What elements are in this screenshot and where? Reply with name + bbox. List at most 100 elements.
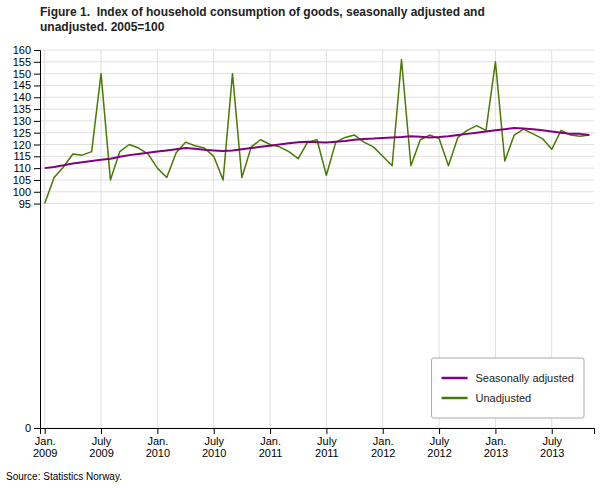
y-tick-mark — [34, 121, 40, 122]
grid-line-x — [382, 50, 383, 428]
x-tick-label-line: July — [542, 435, 562, 447]
legend-label: Seasonally adjusted — [476, 372, 574, 384]
grid-line-y — [40, 168, 594, 169]
y-tick-label: 155 — [13, 56, 31, 68]
grid-line-y — [40, 132, 594, 133]
chart-title-line: Figure 1. Index of household consumption… — [40, 5, 485, 19]
x-tick-label: Jan.2013 — [484, 435, 508, 460]
x-tick: July2010 — [202, 428, 226, 459]
y-tick-label: 125 — [13, 127, 31, 139]
grid-line-y — [40, 179, 594, 180]
x-tick-label: July2010 — [202, 435, 226, 460]
x-tick-label-line: Jan. — [147, 435, 168, 447]
x-tick-label-line: 2011 — [315, 447, 339, 459]
x-tick-label-line: 2011 — [259, 447, 283, 459]
grid-line-y — [40, 61, 594, 62]
series-line — [45, 59, 590, 203]
y-tick-label: 95 — [19, 198, 31, 210]
y-tick: 150 — [13, 68, 40, 80]
x-tick-mark — [326, 428, 327, 434]
y-tick-mark — [34, 192, 40, 193]
legend-swatch — [442, 397, 468, 400]
grid-line-y — [40, 191, 594, 192]
y-tick-mark — [34, 50, 40, 51]
chart-container: Figure 1. Index of household consumption… — [0, 0, 610, 488]
x-tick-label: July2013 — [540, 435, 564, 460]
y-tick: 100 — [13, 186, 40, 198]
x-tick: July2012 — [427, 428, 451, 459]
y-axis: 0951001051101151201251301351401451501551… — [13, 44, 41, 434]
grid-line-y — [40, 109, 594, 110]
y-tick-label: 105 — [13, 174, 31, 186]
grid-line-x — [44, 50, 45, 428]
x-tick-mark — [552, 428, 553, 434]
y-tick: 160 — [13, 44, 40, 56]
plot-area: 0951001051101151201251301351401451501551… — [13, 44, 595, 459]
y-tick: 130 — [13, 115, 40, 127]
y-tick: 110 — [13, 162, 40, 174]
x-tick-label-line: 2009 — [89, 447, 113, 459]
x-tick-label-line: 2013 — [540, 447, 564, 459]
y-tick: 145 — [13, 79, 40, 91]
y-tick-label: 145 — [13, 79, 31, 91]
x-tick-mark — [495, 428, 496, 434]
x-tick-label-line: 2010 — [146, 447, 170, 459]
x-tick-label-line: 2012 — [371, 447, 395, 459]
y-tick-mark — [34, 74, 40, 75]
y-tick: 125 — [13, 127, 40, 139]
x-tick-mark — [383, 428, 384, 434]
chart-title-line: unadjusted. 2005=100 — [40, 20, 165, 34]
grid-line-y — [40, 85, 594, 86]
x-tick-label: Jan.2010 — [146, 435, 170, 460]
series-line — [45, 128, 590, 168]
y-tick: 135 — [13, 103, 40, 115]
x-tick-label: July2012 — [427, 435, 451, 460]
y-tick-mark — [34, 62, 40, 63]
grid-line-y — [40, 97, 594, 98]
grid-line-y — [40, 203, 594, 204]
y-tick-label: 120 — [13, 139, 31, 151]
y-tick: 105 — [13, 174, 40, 186]
x-tick: July2013 — [540, 428, 564, 459]
grid-line-y — [40, 120, 594, 121]
x-tick-mark — [101, 428, 102, 434]
x-tick: Jan.2009 — [33, 428, 57, 459]
grid-line-y — [40, 73, 594, 74]
x-tick: Jan.2012 — [371, 428, 395, 459]
y-tick-label: 150 — [13, 68, 31, 80]
legend-swatch — [442, 377, 468, 380]
legend-label: Unadjusted — [476, 392, 532, 404]
grid-line-x — [101, 50, 102, 428]
chart-title: Figure 1. Index of household consumption… — [40, 5, 485, 34]
grid-line-x — [326, 50, 327, 428]
x-tick-label-line: July — [317, 435, 337, 447]
x-tick-label-line: Jan. — [260, 435, 281, 447]
x-tick-label: Jan.2012 — [371, 435, 395, 460]
x-tick-mark — [439, 428, 440, 434]
x-tick: Jan.2010 — [146, 428, 170, 459]
x-tick-mark — [214, 428, 215, 434]
grid-line-x — [213, 50, 214, 428]
y-tick-mark — [34, 97, 40, 98]
grid-line-x — [270, 50, 271, 428]
y-tick-mark — [34, 109, 40, 110]
x-tick-label: July2009 — [89, 435, 113, 460]
x-tick-label-line: July — [92, 435, 112, 447]
source-note: Source: Statistics Norway. — [6, 471, 122, 482]
x-tick-label-line: 2010 — [202, 447, 226, 459]
x-axis: Jan.2009July2009Jan.2010July2010Jan.2011… — [33, 428, 595, 459]
y-tick-mark — [34, 156, 40, 157]
y-tick: 140 — [13, 91, 40, 103]
x-tick-label-line: Jan. — [35, 435, 56, 447]
x-tick-label-line: 2013 — [484, 447, 508, 459]
x-tick-label-line: July — [204, 435, 224, 447]
legend-box — [432, 358, 584, 418]
y-tick-label: 0 — [25, 422, 31, 434]
grid-line-y — [40, 50, 594, 51]
x-tick-label: July2011 — [315, 435, 339, 460]
y-tick-label: 160 — [13, 44, 31, 56]
x-tick-mark — [157, 428, 158, 434]
x-tick-label: Jan.2011 — [259, 435, 283, 460]
y-tick-mark — [34, 180, 40, 181]
y-axis-line — [34, 51, 41, 429]
